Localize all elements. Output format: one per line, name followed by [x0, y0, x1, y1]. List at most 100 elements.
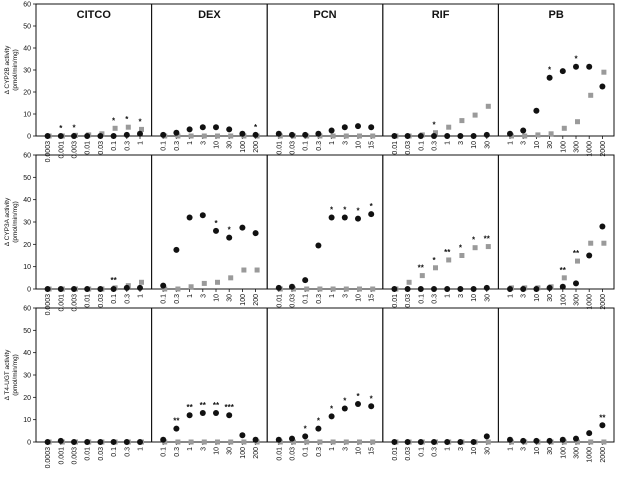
x-tick-label: 0.003: [72, 447, 79, 465]
significance-marker: *: [432, 121, 436, 130]
x-tick-label: 0.0003: [45, 447, 52, 469]
x-tick-label: 300: [574, 141, 581, 153]
gray-data-point: [330, 133, 336, 139]
x-tick-label: 0.1: [161, 294, 168, 304]
panel-frame: [35, 154, 153, 290]
black-data-point: [457, 133, 464, 139]
y-axis-label: Δ CYP2B activity: [4, 45, 11, 95]
gray-data-point: [215, 279, 220, 285]
black-data-point: [137, 130, 143, 137]
panel-frame: [497, 3, 615, 137]
significance-marker: **: [213, 401, 220, 410]
x-tick-label: 0.0003: [45, 141, 52, 163]
black-data-point: [289, 283, 295, 290]
x-tick-label: 0.3: [174, 447, 181, 457]
black-data-point: [507, 130, 513, 137]
x-tick-label: 3: [521, 294, 528, 298]
black-data-point: [302, 433, 309, 440]
x-tick-label: 0.01: [392, 141, 399, 155]
x-tick-label: 10: [214, 447, 221, 455]
x-tick-label: 0.3: [124, 141, 131, 151]
black-data-point: [84, 133, 91, 139]
y-tick-label: 40: [23, 197, 31, 204]
black-data-point: [355, 215, 361, 222]
black-data-point: [302, 277, 309, 284]
significance-marker: *: [254, 123, 258, 132]
gray-data-point: [254, 267, 260, 273]
x-tick-label: 3: [458, 447, 465, 451]
x-tick-label: 100: [560, 294, 567, 306]
x-tick-label: 0.01: [392, 294, 399, 308]
black-data-point: [573, 280, 579, 287]
significance-marker: *: [343, 206, 347, 215]
black-data-point: [404, 286, 411, 292]
panel-frame: [497, 307, 615, 443]
x-tick-label: 1000: [587, 294, 594, 310]
gray-data-point: [588, 92, 594, 98]
x-tick-label: 1: [138, 294, 145, 298]
x-tick-label: 30: [227, 141, 234, 149]
gray-data-point: [343, 439, 349, 445]
x-tick-label: 0.03: [98, 294, 105, 308]
significance-marker: *: [317, 417, 321, 426]
y-tick-label: 40: [23, 350, 31, 357]
y-tick-label: 10: [23, 264, 31, 271]
y-tick-label: 60: [23, 306, 31, 313]
black-data-point: [186, 214, 193, 221]
black-data-point: [470, 133, 477, 139]
x-tick-label: 0.3: [316, 447, 323, 457]
x-tick-label: 100: [560, 141, 567, 153]
y-axis-label: Δ CYP3A activity: [4, 197, 11, 246]
x-tick-label: 30: [547, 294, 554, 302]
gray-data-point: [459, 118, 465, 124]
gray-data-point: [125, 124, 131, 130]
black-data-point: [289, 435, 295, 442]
significance-marker: *: [459, 244, 463, 253]
x-tick-label: 2000: [600, 141, 607, 157]
x-tick-label: 3: [458, 141, 465, 145]
black-data-point: [173, 129, 180, 136]
y-axis-label: (pmol/min/mg): [12, 354, 19, 396]
gray-data-point: [330, 286, 336, 292]
y-tick-label: 10: [23, 417, 31, 424]
x-tick-label: 0.1: [161, 447, 168, 457]
panel-title: PB: [549, 9, 564, 21]
significance-marker: *: [370, 394, 374, 403]
x-tick-label: 3: [521, 141, 528, 145]
black-data-point: [520, 127, 527, 134]
x-tick-label: 0.1: [161, 141, 168, 151]
x-tick-label: 0.3: [316, 141, 323, 151]
x-tick-label: 30: [547, 141, 554, 149]
black-data-point: [391, 286, 398, 292]
gray-data-point: [357, 286, 362, 292]
x-tick-label: 1: [329, 294, 336, 298]
gray-data-point: [162, 286, 168, 292]
black-data-point: [252, 131, 259, 138]
significance-marker: **: [418, 264, 425, 273]
x-tick-label: 0.03: [98, 447, 105, 461]
gray-data-point: [406, 279, 412, 285]
x-tick-label: 0.03: [290, 447, 297, 461]
x-tick-label: 0.3: [124, 447, 131, 457]
y-axis-label: (pmol/min/mg): [12, 49, 19, 91]
black-data-point: [444, 133, 451, 139]
black-data-point: [226, 234, 233, 241]
x-tick-label: 30: [484, 294, 491, 302]
panel-frame: [382, 3, 499, 137]
gray-data-point: [522, 133, 528, 139]
black-data-point: [199, 124, 206, 131]
gray-data-point: [535, 132, 541, 138]
black-data-point: [404, 133, 411, 139]
gray-data-point: [139, 126, 144, 132]
x-tick-label: 0.03: [290, 141, 297, 155]
gray-data-point: [330, 439, 336, 445]
gray-data-point: [215, 439, 220, 445]
black-data-point: [160, 131, 167, 138]
gray-data-point: [561, 275, 567, 281]
gray-data-point: [175, 133, 181, 139]
panel-frame: [266, 154, 384, 290]
significance-marker: **: [186, 403, 193, 412]
black-data-point: [110, 439, 117, 445]
black-data-point: [559, 68, 566, 75]
